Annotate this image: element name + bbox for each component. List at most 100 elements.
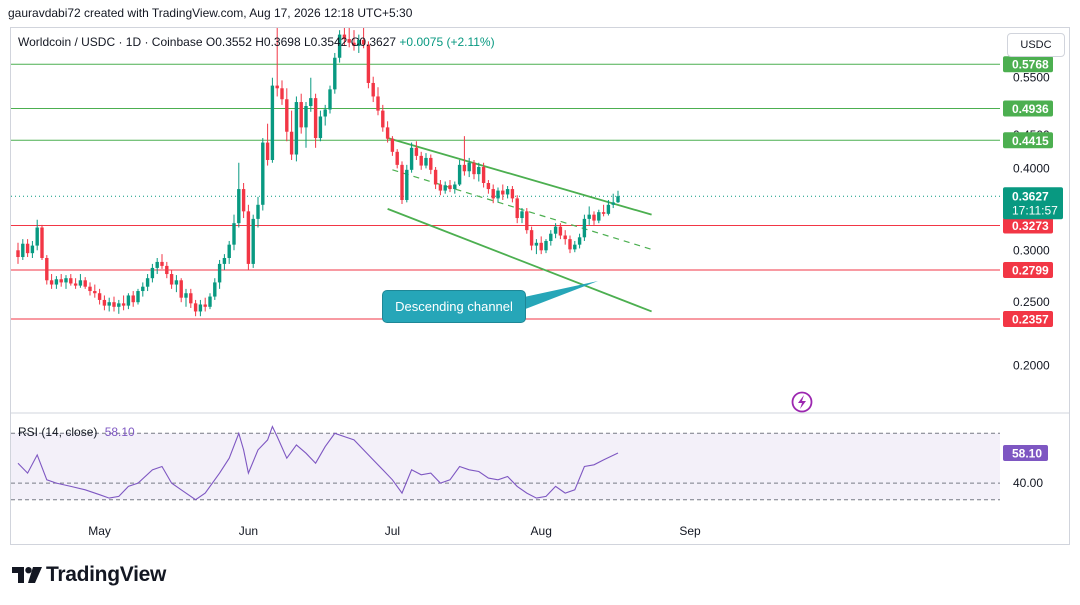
candle-body-1 — [21, 243, 25, 258]
candle-body-44 — [227, 244, 231, 258]
candle-body-45 — [232, 223, 236, 245]
candle-body-84 — [419, 155, 423, 166]
channel-lower-line — [387, 208, 652, 313]
level-label-bg-5 — [1003, 310, 1053, 327]
candle-body-103 — [510, 189, 515, 199]
candle-body-0 — [16, 250, 20, 258]
level-label-bg-0 — [1003, 56, 1053, 73]
lightning-icon[interactable] — [791, 391, 813, 413]
candle-body-59 — [299, 102, 303, 128]
candle-body-3 — [30, 245, 35, 254]
candle-body-50 — [256, 204, 260, 219]
candle-body-77 — [385, 127, 390, 139]
y-tick-4: 0.3000 — [1013, 243, 1050, 257]
candle-body-114 — [563, 235, 567, 240]
symbol-name[interactable]: Worldcoin / USDC · 1D · Coinbase — [18, 35, 203, 49]
channel-upper-line — [387, 137, 652, 216]
candle-body-74 — [371, 82, 375, 97]
currency-button[interactable]: USDC — [1007, 33, 1065, 57]
candle-body-19 — [107, 302, 111, 306]
candle-body-63 — [318, 116, 323, 139]
candle-body-41 — [213, 282, 217, 297]
candle-body-46 — [237, 189, 241, 224]
candle-body-2 — [25, 243, 30, 254]
candle-body-115 — [568, 239, 572, 250]
candle-body-76 — [381, 110, 385, 128]
candle-body-95 — [472, 162, 476, 175]
candle-body-118 — [582, 218, 587, 238]
candle-body-71 — [357, 39, 361, 46]
candle-body-65 — [328, 89, 332, 110]
candle-body-93 — [462, 164, 467, 172]
change-value: +0.0075 (+2.11%) — [399, 35, 495, 49]
candle-body-120 — [592, 214, 596, 221]
rsi-value-label-bg — [1003, 445, 1048, 462]
time-axis[interactable]: May Jun Jul Aug Sep — [88, 524, 701, 538]
candle-body-81 — [405, 169, 409, 200]
y-tick-0: 0.5500 — [1013, 71, 1050, 85]
rsi-legend[interactable]: RSI (14, close) 58.10 — [18, 425, 135, 439]
candle-body-94 — [467, 162, 471, 172]
candle-body-121 — [597, 212, 601, 221]
candle-body-104 — [515, 198, 519, 219]
candle-body-25 — [136, 291, 140, 303]
open-value: O0.3552 — [205, 35, 252, 49]
candle-body-70 — [352, 42, 356, 46]
candle-body-67 — [337, 34, 342, 58]
candle-body-43 — [222, 257, 227, 264]
candle-body-23 — [126, 295, 131, 306]
candle-body-32 — [169, 274, 174, 285]
candle-body-48 — [246, 211, 251, 264]
tradingview-logo[interactable]: TradingView — [12, 563, 166, 587]
candle-body-98 — [486, 183, 491, 190]
candles-layer[interactable] — [16, 28, 620, 317]
level-label-4: 0.2799 — [1012, 264, 1049, 278]
callout-pointer — [515, 281, 598, 313]
tradingview-logo-text: TradingView — [46, 563, 167, 586]
candle-body-64 — [323, 109, 327, 117]
rsi-band-fill — [11, 433, 1000, 500]
rsi-value-label: 58.10 — [1012, 447, 1042, 461]
candle-body-47 — [241, 189, 246, 212]
candle-body-60 — [304, 106, 308, 128]
low-value: L0.3542 — [303, 35, 348, 49]
candle-body-82 — [409, 147, 414, 170]
level-label-bg-3 — [1003, 217, 1053, 234]
candle-body-119 — [587, 214, 591, 219]
candle-body-97 — [481, 166, 486, 184]
candle-body-91 — [453, 184, 457, 190]
y-tick-5: 0.2500 — [1013, 295, 1050, 309]
x-tick-3: Aug — [531, 524, 552, 538]
symbol-legend[interactable]: Worldcoin / USDC · 1D · Coinbase O0.3552… — [18, 35, 495, 49]
candle-body-85 — [424, 157, 428, 166]
candle-body-8 — [54, 279, 59, 285]
candle-body-28 — [150, 267, 155, 279]
candle-body-90 — [448, 185, 452, 190]
candle-body-39 — [203, 304, 207, 307]
candle-body-33 — [174, 280, 179, 285]
candle-body-101 — [501, 190, 505, 195]
candle-body-61 — [309, 98, 313, 107]
candle-body-88 — [438, 184, 443, 191]
candle-body-16 — [93, 291, 97, 294]
x-tick-4: Sep — [679, 524, 701, 538]
candle-body-111 — [549, 233, 553, 241]
high-value: H0.3698 — [255, 35, 301, 49]
rsi-label[interactable]: RSI (14, close) — [18, 425, 98, 439]
candle-body-35 — [184, 293, 188, 298]
candle-body-24 — [131, 295, 135, 303]
candle-body-21 — [117, 303, 121, 307]
tradingview-logo-icon — [12, 567, 42, 583]
candle-body-34 — [179, 280, 183, 298]
chart-frame — [10, 27, 1070, 545]
close-value: C0.3627 — [350, 35, 397, 49]
level-label-bg-2 — [1003, 132, 1053, 149]
candle-body-75 — [376, 96, 380, 111]
candle-body-78 — [390, 138, 395, 152]
level-label-bg-4 — [1003, 262, 1053, 279]
rsi-pane — [11, 425, 1000, 501]
candle-body-15 — [88, 286, 92, 292]
candle-body-4 — [35, 227, 39, 246]
candle-body-113 — [558, 226, 563, 236]
